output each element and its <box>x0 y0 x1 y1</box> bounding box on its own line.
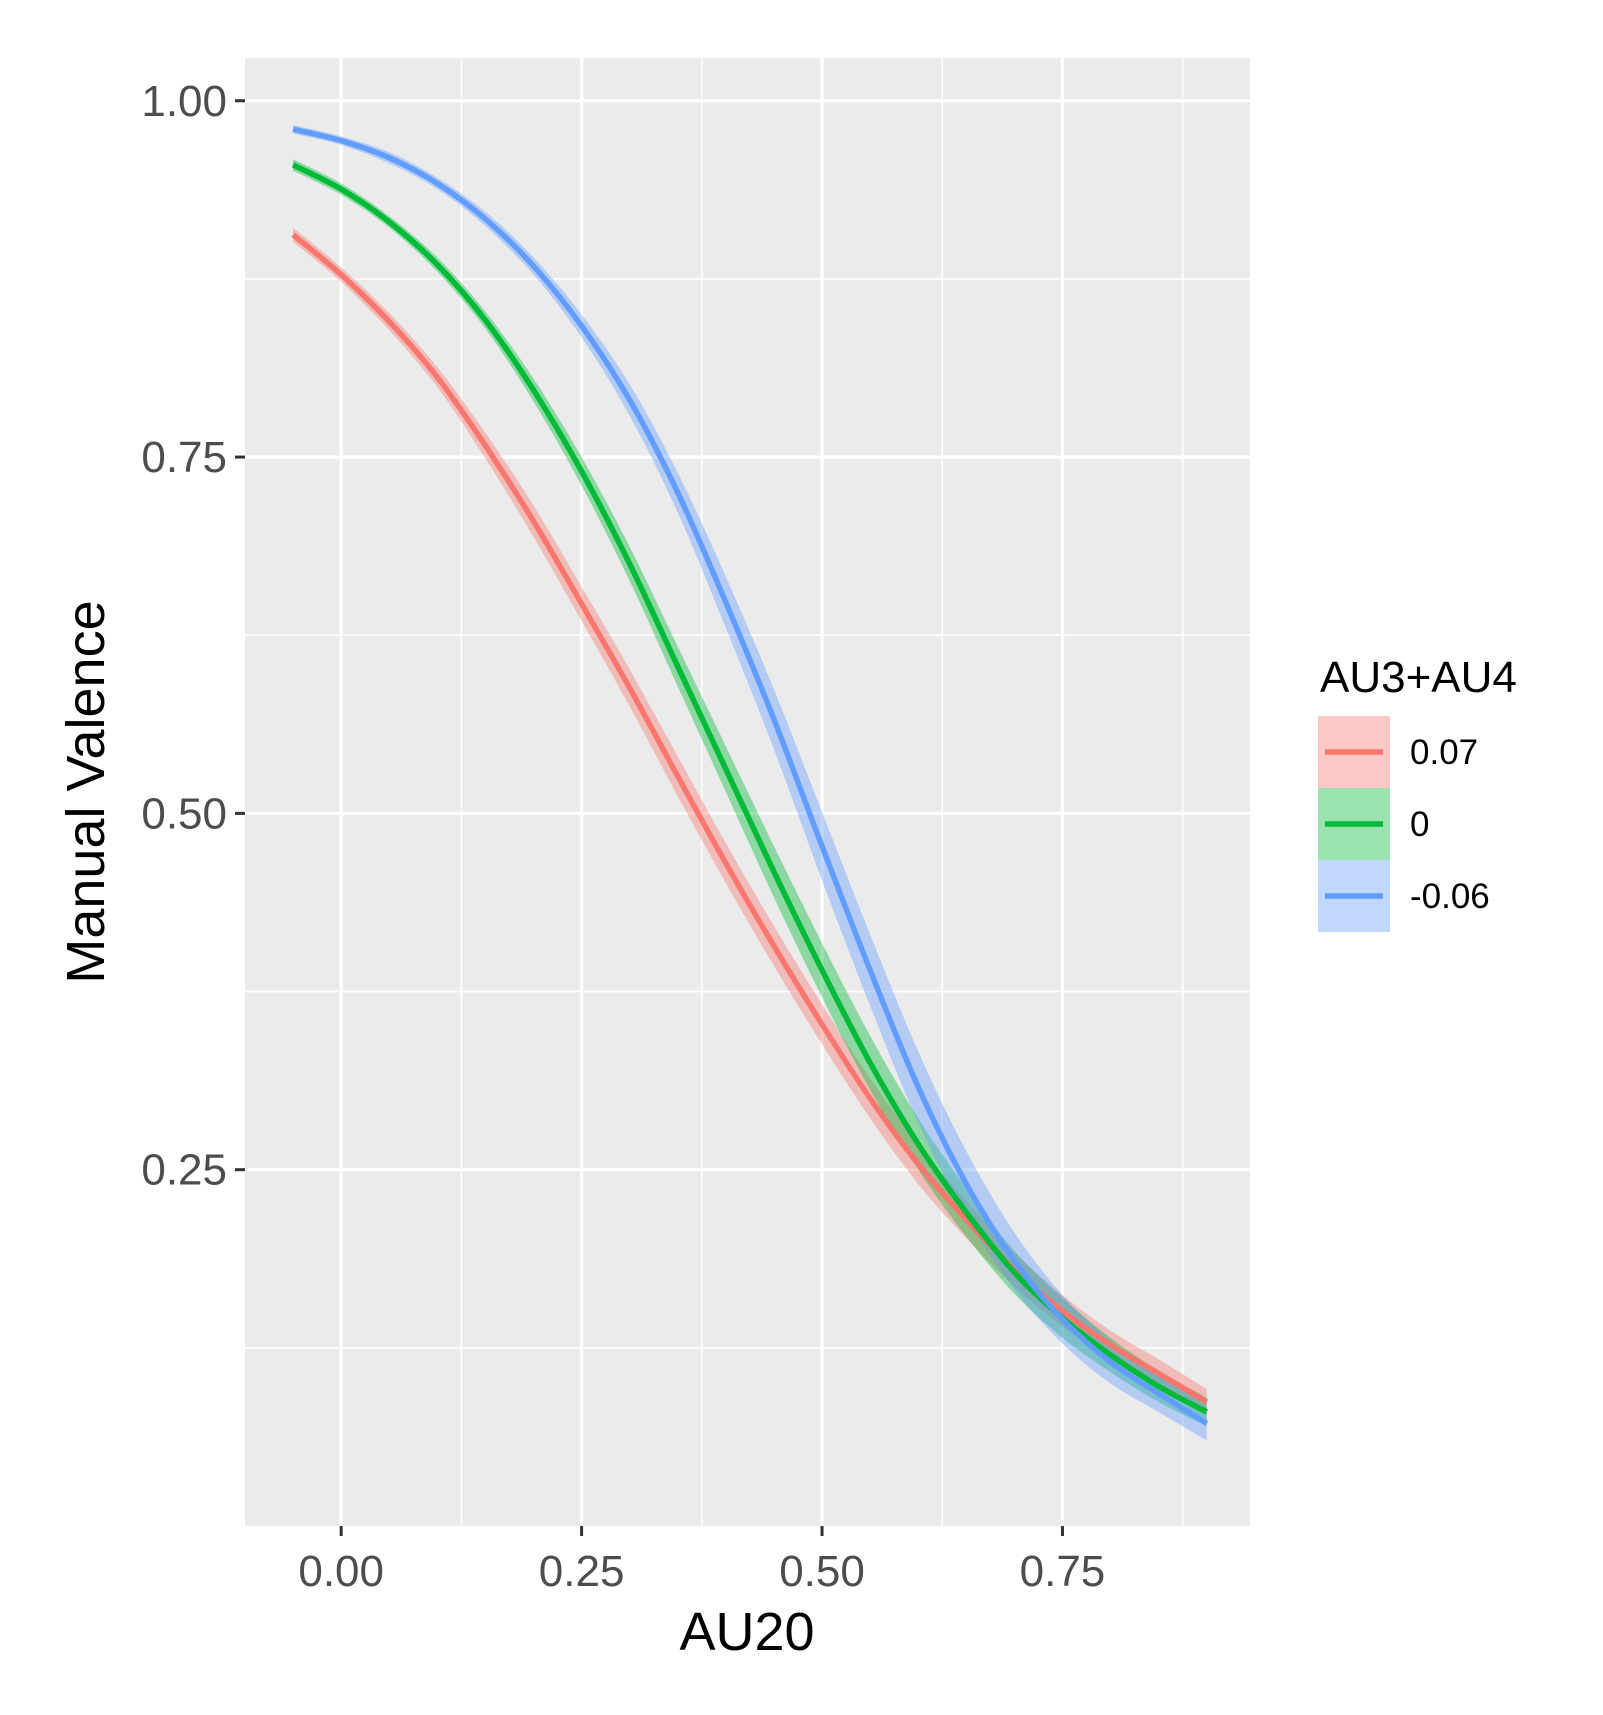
legend-item: 0 <box>1318 788 1429 860</box>
x-axis: 0.00 0.25 0.50 0.75 <box>298 1526 1105 1596</box>
series-line-0 <box>291 162 1209 1415</box>
legend: AU3+AU4 0.07 0 -0.06 <box>1318 653 1517 932</box>
legend-label: 0.07 <box>1410 733 1478 772</box>
series-line--0.06 <box>292 126 1209 1426</box>
legend-label: -0.06 <box>1410 877 1490 916</box>
y-axis-title: Manual Valence <box>56 600 116 983</box>
legend-item: 0.07 <box>1318 716 1478 788</box>
x-tick-label: 0.50 <box>779 1547 865 1596</box>
y-tick-label: 0.75 <box>141 433 227 482</box>
legend-title: AU3+AU4 <box>1320 653 1517 702</box>
series-lines <box>291 126 1209 1426</box>
legend-label: 0 <box>1410 805 1429 844</box>
legend-item: -0.06 <box>1318 860 1490 932</box>
x-tick-label: 0.75 <box>1020 1547 1106 1596</box>
x-tick-label: 0.25 <box>539 1547 625 1596</box>
y-tick-label: 0.50 <box>141 789 227 838</box>
y-tick-label: 0.25 <box>141 1146 227 1195</box>
y-axis: 0.25 0.50 0.75 1.00 <box>141 77 245 1195</box>
y-tick-label: 1.00 <box>141 77 227 126</box>
grid-minor <box>245 58 1250 1526</box>
x-tick-label: 0.00 <box>298 1547 384 1596</box>
plot-panel <box>245 58 1250 1526</box>
x-axis-title: AU20 <box>679 1602 814 1662</box>
